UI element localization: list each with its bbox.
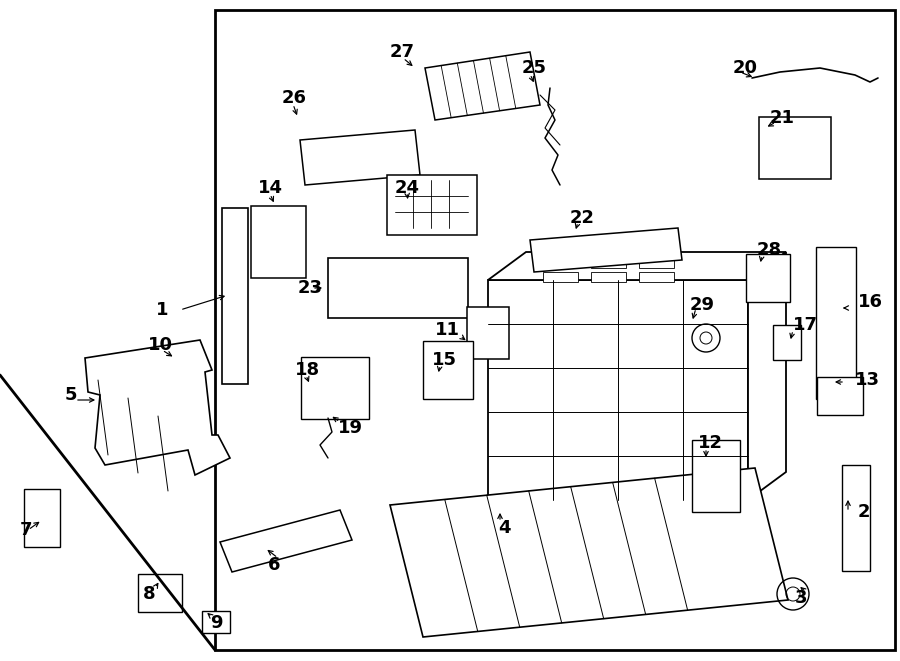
Polygon shape [488, 252, 786, 280]
Polygon shape [530, 228, 682, 272]
Bar [138, 574, 182, 612]
Bar [773, 325, 801, 360]
Text: 3: 3 [795, 589, 807, 607]
Text: 14: 14 [258, 179, 283, 197]
Text: 10: 10 [148, 336, 173, 354]
Bar [590, 258, 625, 268]
Text: 16: 16 [858, 293, 883, 311]
Text: 21: 21 [770, 109, 795, 127]
Text: 13: 13 [855, 371, 880, 389]
Text: 19: 19 [338, 419, 363, 437]
Bar [638, 258, 673, 268]
Bar [215, 10, 895, 650]
Text: 26: 26 [282, 89, 307, 107]
Bar [842, 465, 870, 571]
Bar [301, 357, 369, 419]
Text: 27: 27 [390, 43, 415, 61]
Text: 5: 5 [65, 386, 77, 404]
Text: 7: 7 [20, 521, 32, 539]
Bar [423, 341, 473, 399]
Text: 28: 28 [757, 241, 782, 259]
Polygon shape [748, 252, 786, 500]
Bar [250, 206, 305, 278]
Polygon shape [220, 510, 352, 572]
Bar [816, 247, 856, 399]
Bar [759, 117, 831, 179]
Bar [328, 258, 468, 318]
Text: 29: 29 [690, 296, 715, 314]
Bar [817, 377, 863, 415]
Text: 18: 18 [295, 361, 320, 379]
Bar [746, 254, 790, 302]
Bar [543, 272, 578, 282]
Text: 8: 8 [143, 585, 156, 603]
Text: 25: 25 [522, 59, 547, 77]
Bar [24, 489, 60, 547]
Polygon shape [390, 468, 788, 637]
Polygon shape [300, 130, 420, 185]
Text: 17: 17 [793, 316, 818, 334]
Text: 22: 22 [570, 209, 595, 227]
Text: 11: 11 [435, 321, 460, 339]
Bar [638, 272, 673, 282]
Bar [590, 272, 625, 282]
Text: 4: 4 [498, 519, 510, 537]
Polygon shape [85, 340, 230, 475]
Text: 9: 9 [210, 614, 222, 632]
Text: 2: 2 [858, 503, 870, 521]
Text: 20: 20 [733, 59, 758, 77]
Text: 1: 1 [156, 301, 168, 319]
Text: 24: 24 [395, 179, 420, 197]
Bar [387, 175, 477, 235]
Text: 23: 23 [298, 279, 323, 297]
Text: 12: 12 [698, 434, 723, 452]
Polygon shape [425, 52, 540, 120]
Bar [692, 440, 740, 512]
Text: 6: 6 [268, 556, 281, 574]
Bar [202, 611, 230, 633]
Polygon shape [488, 280, 748, 500]
Text: 15: 15 [432, 351, 457, 369]
Bar [543, 258, 578, 268]
Bar [222, 208, 248, 384]
Bar [467, 307, 509, 359]
